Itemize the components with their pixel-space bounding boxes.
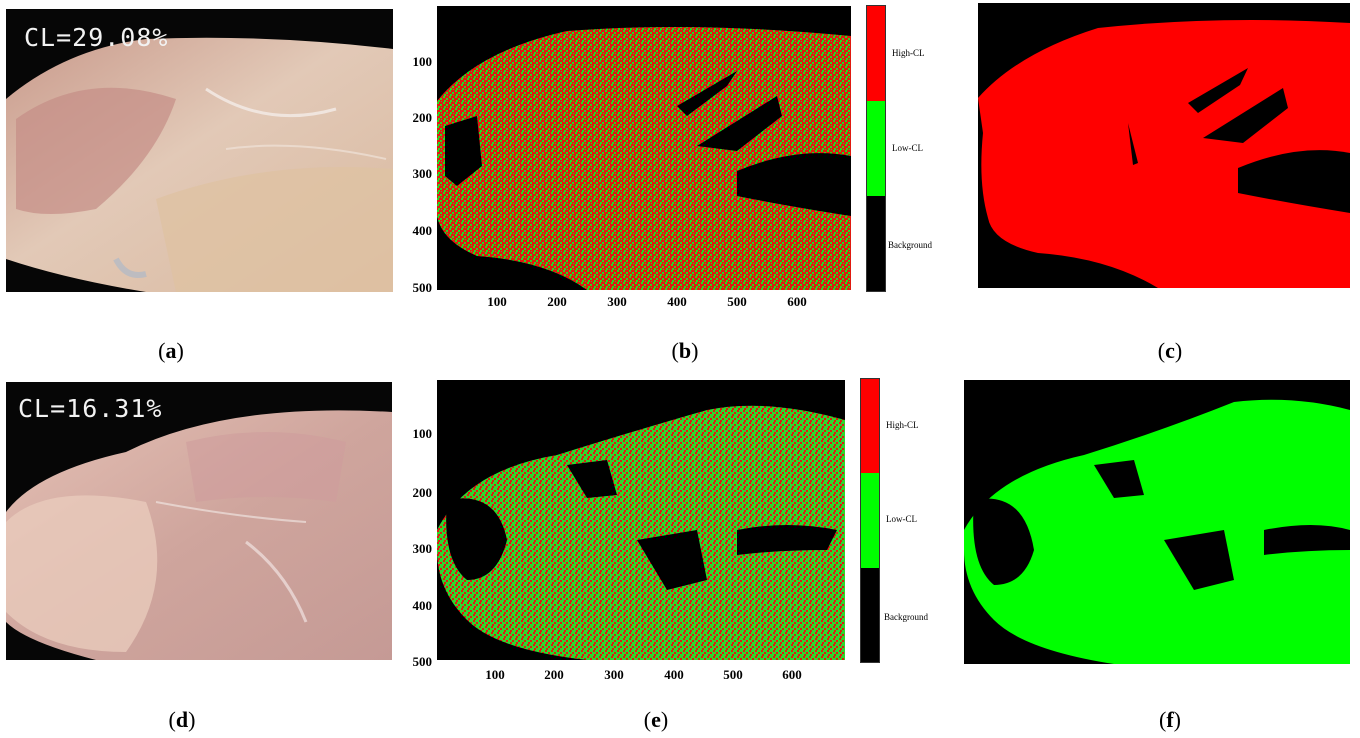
map-b-ytick: 200 [412, 110, 433, 125]
map-b-xtick: 200 [547, 294, 567, 309]
map-e-image [437, 405, 845, 660]
map-b-ytick: 300 [412, 166, 433, 181]
caption-e: (e) [643, 707, 669, 732]
colorbar-b [866, 5, 886, 292]
map-e-ytick: 500 [412, 654, 433, 669]
cl-value-label: CL=16.31% [18, 394, 163, 423]
caption-f: (f) [1159, 707, 1181, 732]
class-map-f [964, 380, 1350, 664]
colorbar-label-low: Low-CL [886, 514, 917, 524]
caption-b: (b) [671, 338, 699, 363]
map-e-xtick: 100 [485, 667, 505, 682]
colorbar-label-low: Low-CL [892, 143, 923, 153]
map-b-xtick: 500 [727, 294, 747, 309]
chicken-breast-photo-a [6, 9, 393, 292]
caption-a: (a) [158, 338, 184, 363]
map-e-ytick: 400 [412, 598, 433, 613]
classification-map-e [437, 380, 845, 660]
photo-a: CL=29.08% [6, 9, 393, 292]
colorbar-label-background: Background [888, 240, 932, 250]
map-b-ytick: 400 [412, 223, 433, 238]
colorbar-e [860, 378, 880, 663]
map-e-xtick: 200 [544, 667, 564, 682]
caption-d: (d) [168, 707, 196, 732]
classification-map-b [437, 6, 851, 290]
map-f-image [964, 399, 1350, 664]
photo-d: CL=16.31% [6, 382, 392, 660]
map-b-xtick: 600 [787, 294, 807, 309]
map-c-image [978, 19, 1350, 288]
colorbar-label-high: High-CL [886, 420, 919, 430]
map-b-xtick: 100 [487, 294, 507, 309]
map-b-xtick: 400 [667, 294, 687, 309]
map-e-ytick: 300 [412, 541, 433, 556]
cl-value-label: CL=29.08% [24, 23, 169, 52]
map-e-xtick: 500 [723, 667, 743, 682]
chicken-breast-photo-d [6, 382, 392, 660]
map-b-ytick: 500 [412, 280, 433, 295]
map-b-xtick: 300 [607, 294, 627, 309]
map-b-image [437, 27, 851, 290]
colorbar-label-background: Background [884, 612, 928, 622]
map-e-ytick: 200 [412, 485, 433, 500]
class-map-c [978, 3, 1350, 288]
map-e-ytick: 100 [412, 426, 433, 441]
caption-c: (c) [1157, 338, 1183, 363]
map-e-xtick: 300 [604, 667, 624, 682]
map-b-ytick: 100 [412, 54, 433, 69]
map-e-xtick: 600 [782, 667, 802, 682]
colorbar-label-high: High-CL [892, 48, 925, 58]
map-e-xtick: 400 [664, 667, 684, 682]
